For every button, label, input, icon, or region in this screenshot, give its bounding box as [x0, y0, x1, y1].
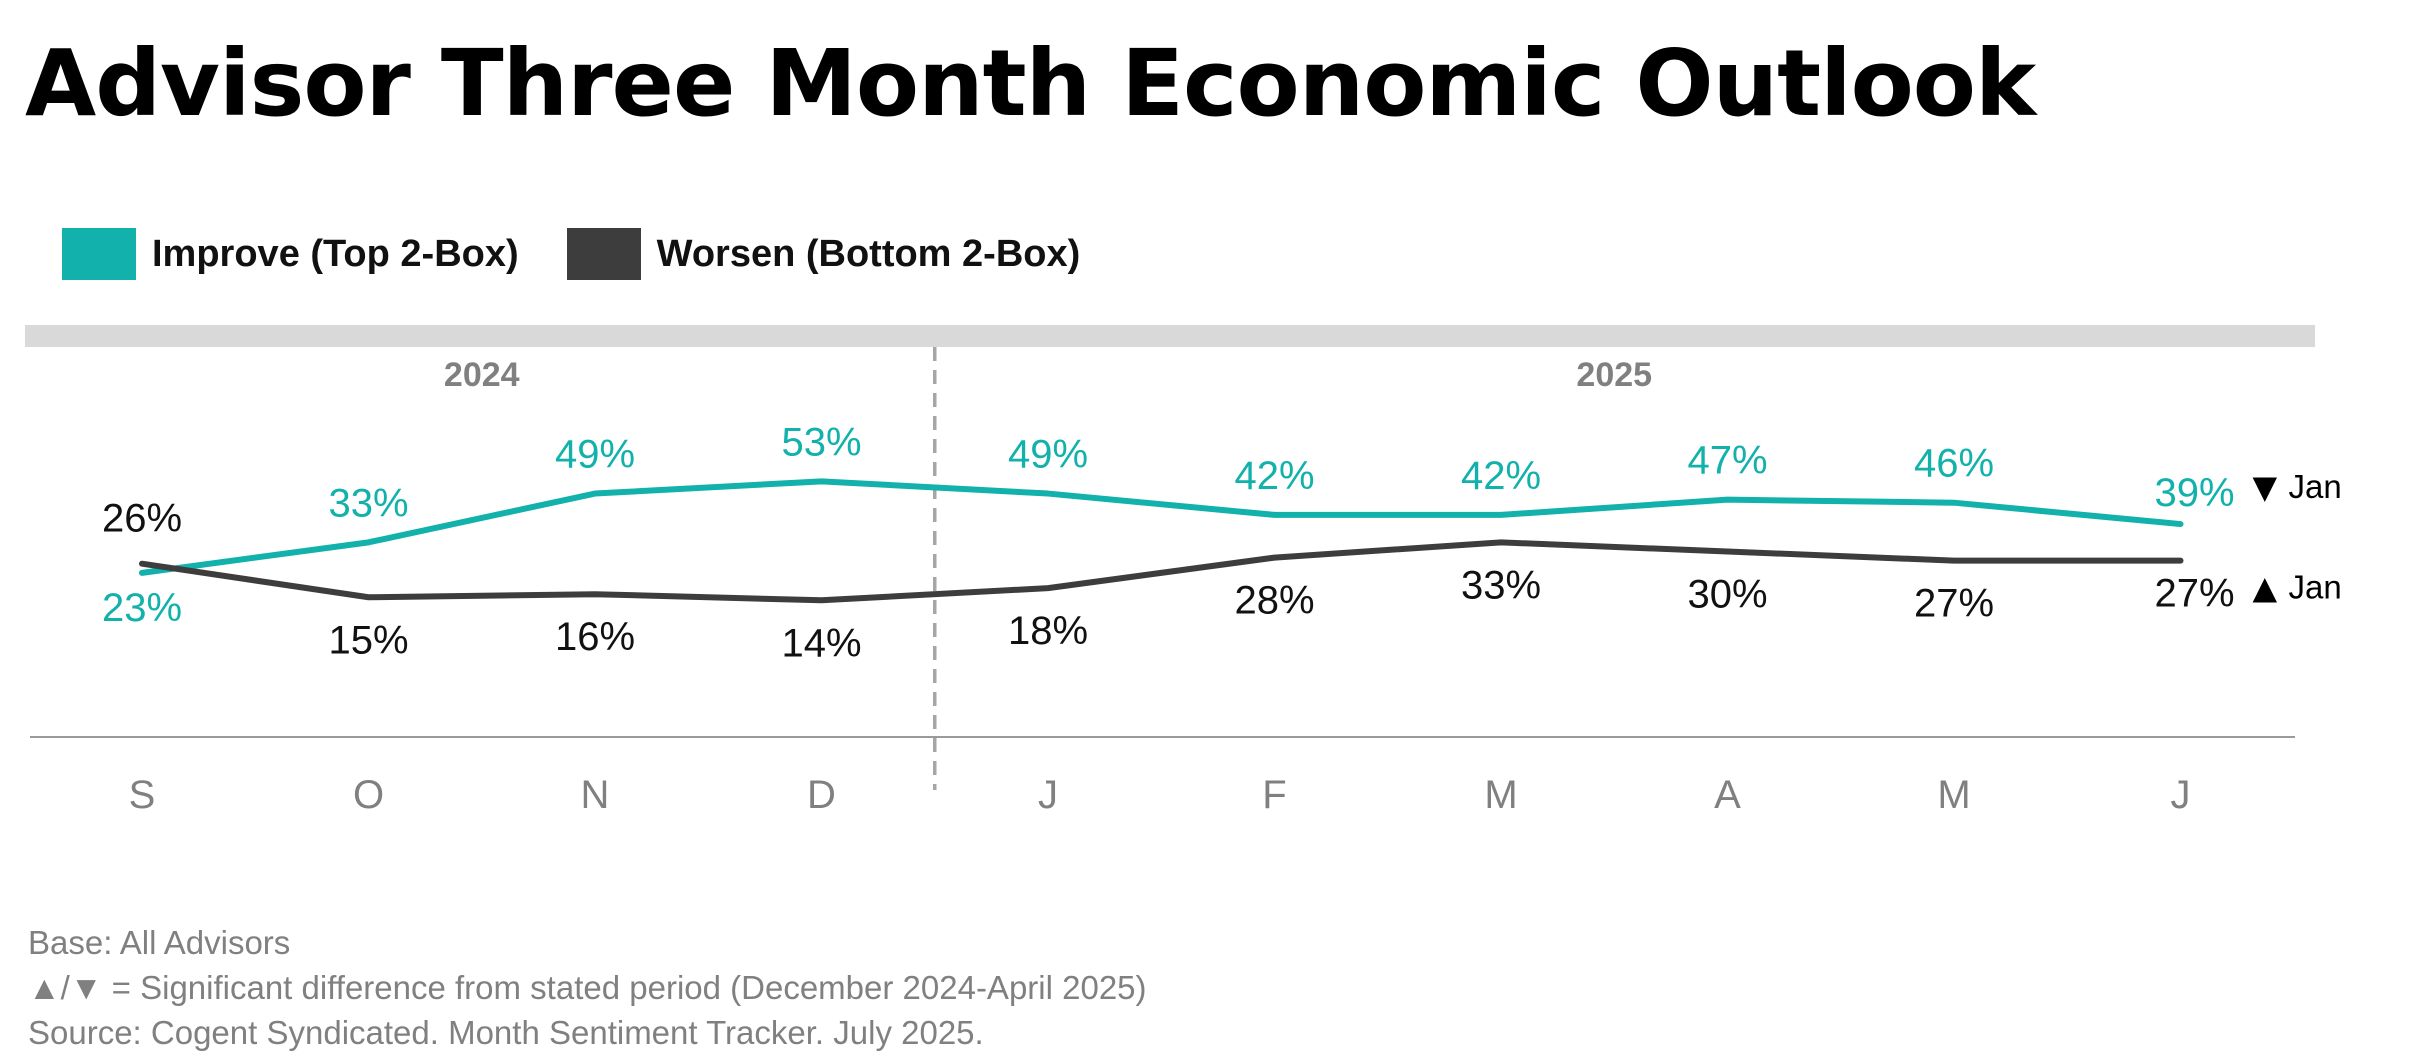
significance-label-worsen: Jan [2289, 569, 2342, 606]
improve-data-label: 47% [1687, 439, 1767, 483]
improve-data-label: 42% [1461, 454, 1541, 498]
year-label-2025: 2025 [1576, 356, 1652, 394]
footnote-significance: ▲/▼ = Significant difference from stated… [28, 969, 1147, 1006]
footnote-base: Base: All Advisors [28, 924, 291, 961]
worsen-data-label: 18% [1008, 609, 1088, 653]
worsen-data-label: 30% [1687, 573, 1767, 617]
legend-item-worsen: Worsen (Bottom 2-Box) [566, 228, 1081, 280]
worsen-data-label: 26% [102, 497, 182, 541]
improve-data-label: 42% [1234, 454, 1314, 498]
year-label-2024: 2024 [444, 356, 520, 394]
x-tick-label: D [807, 773, 836, 817]
legend-label-improve: Improve (Top 2-Box) [152, 232, 519, 275]
x-tick-label: J [1038, 773, 1058, 817]
x-tick-label: A [1714, 773, 1741, 817]
worsen-data-label: 27% [2154, 572, 2234, 616]
worsen-data-label: 27% [1914, 582, 1994, 626]
worsen-data-label: 28% [1234, 579, 1314, 623]
worsen-data-label: 14% [781, 621, 861, 665]
improve-data-label: 49% [555, 433, 635, 477]
improve-data-label: 53% [781, 420, 861, 464]
improve-data-label: 49% [1008, 433, 1088, 477]
improve-series-line [139, 478, 2184, 576]
year-header-band [25, 325, 2315, 347]
x-tick-label: M [1484, 773, 1517, 817]
x-tick-label: J [2171, 773, 2191, 817]
worsen-data-label: 33% [1461, 563, 1541, 607]
legend-swatch-improve [62, 228, 136, 280]
worsen-data-label: 15% [328, 618, 408, 662]
legend-item-improve: Improve (Top 2-Box) [62, 228, 519, 280]
legend: Improve (Top 2-Box) Worsen (Bottom 2-Box… [62, 226, 1128, 282]
chart-title: Advisor Three Month Economic Outlook [25, 30, 2036, 137]
x-tick-label: M [1937, 773, 1970, 817]
significance-label-improve: Jan [2289, 468, 2342, 505]
legend-label-worsen: Worsen (Bottom 2-Box) [656, 232, 1081, 275]
x-tick-label: N [581, 773, 610, 817]
improve-data-label: 23% [102, 586, 182, 630]
worsen-data-label: 16% [555, 615, 635, 659]
improve-data-label: 46% [1914, 442, 1994, 486]
x-tick-label: F [1262, 773, 1286, 817]
significance-up-icon: ▲ [2253, 569, 2278, 607]
improve-data-label: 39% [2154, 471, 2234, 515]
worsen-series-line [139, 539, 2184, 604]
legend-swatch-worsen [566, 228, 641, 280]
improve-data-label: 33% [328, 481, 408, 525]
footnote-source: Source: Cogent Syndicated. Month Sentime… [28, 1014, 984, 1051]
significance-down-icon: ▼ [2253, 468, 2278, 506]
x-tick-label: O [353, 773, 384, 817]
footnotes: Base: All Advisors ▲/▼ = Significant dif… [28, 920, 1147, 1055]
x-tick-label: S [129, 773, 156, 817]
